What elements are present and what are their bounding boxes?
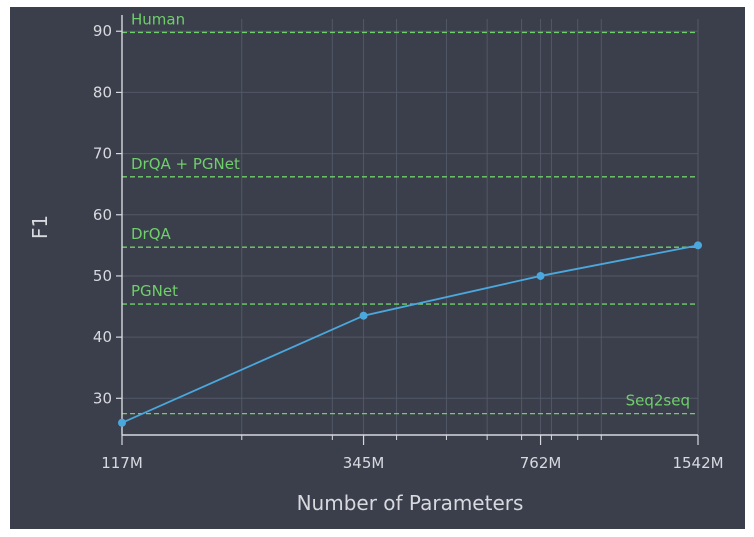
y-tick-label: 80	[93, 83, 112, 101]
y-tick-label: 50	[93, 267, 112, 285]
reference-label: Seq2seq	[626, 392, 690, 410]
data-point	[694, 241, 702, 250]
x-tick-label: 117M	[101, 454, 143, 472]
y-tick-label: 60	[93, 206, 112, 224]
data-point	[359, 311, 368, 320]
y-tick-label: 90	[93, 22, 112, 40]
y-tick-label: 40	[93, 328, 112, 346]
f1-vs-parameters-chart: Human DrQA + PGNet DrQA PGNet Seq2seq 30 40 50…	[28, 10, 724, 515]
reference-label: PGNet	[131, 282, 178, 300]
x-tick-label: 345M	[343, 454, 385, 472]
reference-label: DrQA	[131, 225, 172, 243]
data-point	[118, 418, 126, 427]
chart-frame: Human DrQA + PGNet DrQA PGNet Seq2seq 30 40 50…	[10, 7, 745, 529]
data-point	[536, 271, 545, 280]
reference-lines: Human DrQA + PGNet DrQA PGNet Seq2seq	[122, 10, 698, 415]
axes: 30 40 50 60 70 80 90 117M 345M 762M 1542M	[93, 15, 724, 472]
x-tick-label: 1542M	[672, 454, 723, 472]
y-axis-title: F1	[28, 215, 52, 239]
x-tick-label: 762M	[520, 454, 562, 472]
x-axis-title: Number of Parameters	[297, 491, 524, 515]
y-tick-label: 30	[93, 389, 112, 407]
series-layer	[118, 241, 702, 427]
reference-label: DrQA + PGNet	[131, 155, 240, 173]
grid-layer	[121, 19, 699, 435]
reference-label: Human	[131, 10, 185, 28]
series-line	[121, 244, 699, 424]
y-tick-label: 70	[93, 145, 112, 163]
